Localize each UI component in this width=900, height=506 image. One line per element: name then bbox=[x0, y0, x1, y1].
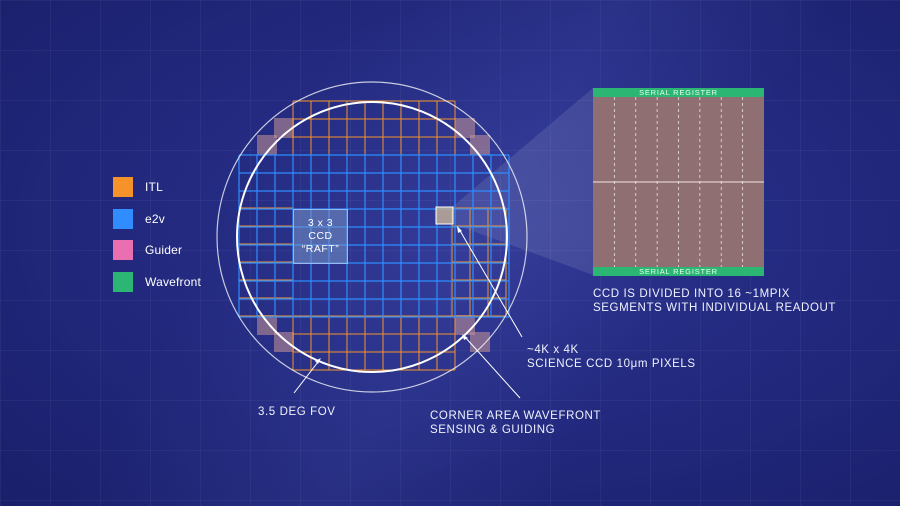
corner-label: CORNER AREA WAVEFRONT SENSING & GUIDING bbox=[430, 410, 602, 436]
serial-register-bottom bbox=[593, 267, 764, 276]
wavefront-swatch bbox=[113, 271, 133, 292]
legend-label: ITL bbox=[145, 180, 163, 194]
legend-item-e2v: e2v bbox=[113, 208, 201, 230]
legend-label: Guider bbox=[145, 243, 183, 257]
legend-item-guider: Guider bbox=[113, 239, 201, 261]
raft-box: 3 x 3 CCD “RAFT” bbox=[293, 209, 348, 264]
e2v-sensor-grid bbox=[238, 154, 510, 318]
raft-line-1: 3 x 3 bbox=[307, 217, 334, 229]
raft-line-3: “RAFT” bbox=[301, 243, 340, 255]
ccd-detail-panel: SERIAL REGISTER SERIAL REGISTER bbox=[593, 88, 764, 276]
legend-item-itl: ITL bbox=[113, 176, 201, 198]
legend-label: Wavefront bbox=[145, 274, 202, 289]
segments-label: CCD IS DIVIDED INTO 16 ~1MPIX SEGMENTS W… bbox=[593, 288, 837, 314]
guider-swatch bbox=[113, 240, 133, 260]
zoom-projection bbox=[451, 88, 593, 275]
itl-swatch bbox=[113, 177, 133, 197]
inner-fov-circle bbox=[236, 101, 508, 373]
serial-register-top-label: SERIAL REGISTER bbox=[639, 88, 718, 97]
pointer-arrowheads bbox=[315, 226, 468, 364]
fov-label: 3.5 DEG FOV bbox=[258, 406, 336, 418]
ccd-label: ~4K x 4K SCIENCE CCD 10μm PIXELS bbox=[527, 344, 696, 370]
legend: ITL e2v Guider Wavefront bbox=[113, 176, 201, 302]
legend-label: e2v bbox=[145, 211, 165, 226]
raft-line-2: CCD bbox=[308, 230, 333, 242]
e2v-swatch bbox=[113, 208, 133, 229]
outer-fov-circle bbox=[216, 81, 528, 393]
highlighted-ccd bbox=[435, 206, 454, 225]
legend-item-wavefront: Wavefront bbox=[113, 271, 201, 293]
pointer-lines bbox=[293, 228, 523, 399]
serial-register-bottom-label: SERIAL REGISTER bbox=[639, 267, 718, 276]
serial-register-top bbox=[593, 88, 764, 97]
